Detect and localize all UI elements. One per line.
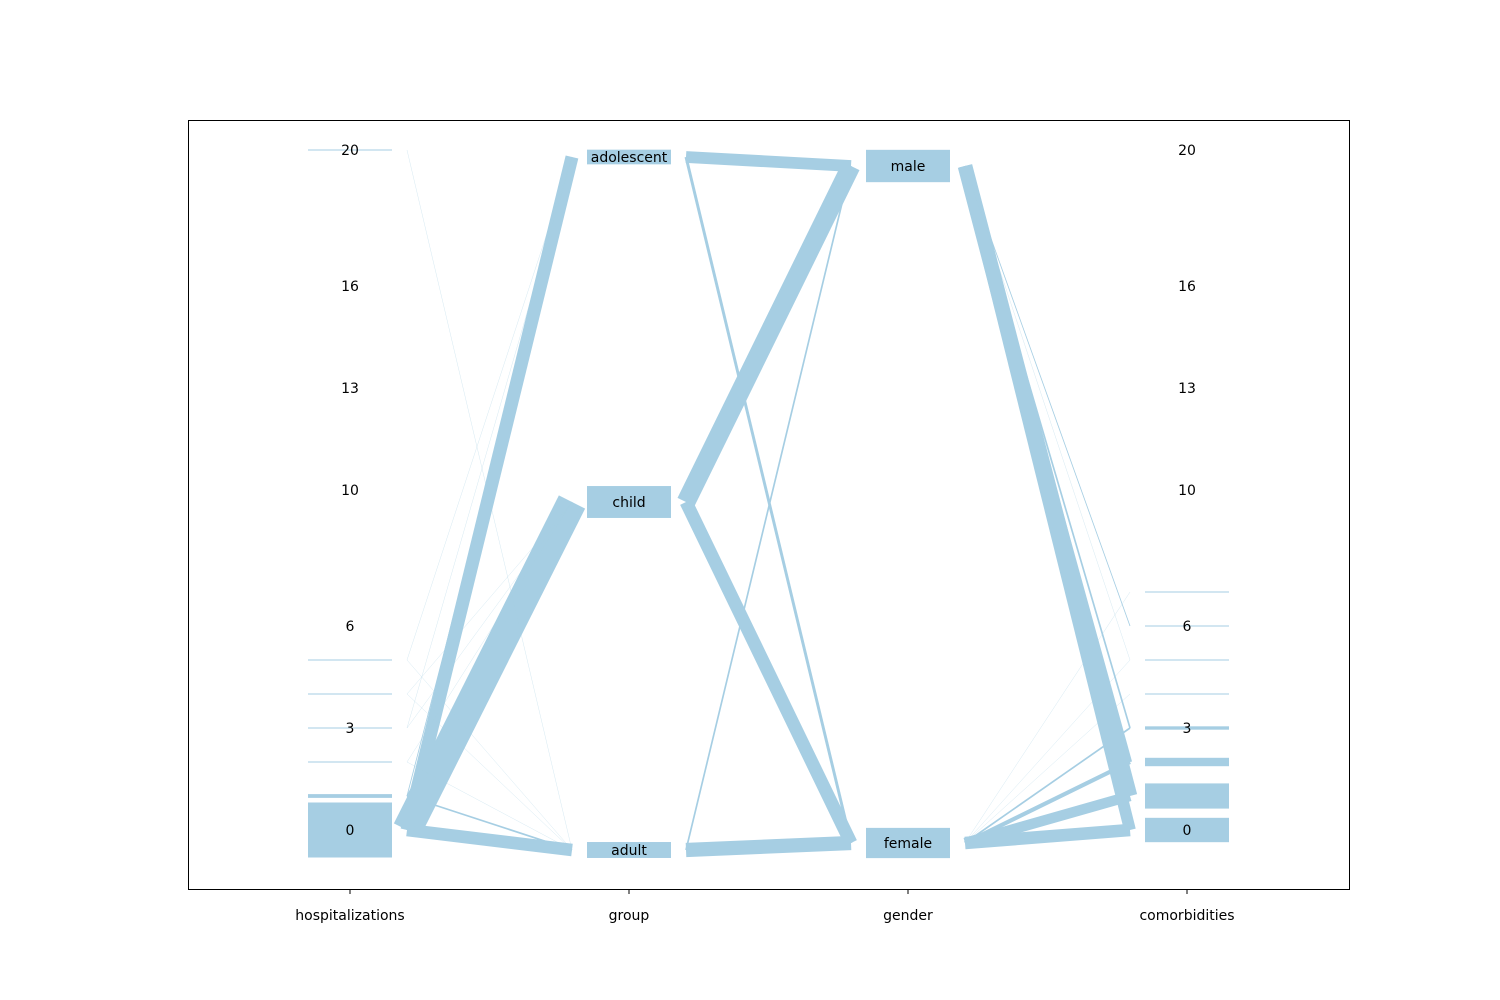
category-bar-comorbidities-7 <box>1145 591 1229 593</box>
category-bar-gender-male <box>866 149 950 183</box>
flow-hospitalizations-4-to-group-child <box>406 501 573 695</box>
category-bar-comorbidities-4 <box>1145 693 1229 695</box>
flow-hospitalizations-4-to-group-adult <box>406 693 573 851</box>
flow-gender-female-to-comorbidities-3 <box>964 727 1131 844</box>
flow-hospitalizations-3-to-group-child <box>406 501 573 729</box>
tick-label-hospitalizations-16: 16 <box>341 279 359 295</box>
category-label-group-child: child <box>612 495 645 511</box>
tick-label-hospitalizations-6: 6 <box>346 619 355 635</box>
flow-hospitalizations-1-to-group-adult <box>406 795 573 851</box>
flow-hospitalizations-5-to-group-adult <box>406 659 573 851</box>
flow-hospitalizations-2-to-group-child <box>406 501 573 763</box>
tick-label-hospitalizations-20: 20 <box>341 143 359 159</box>
flow-gender-female-to-comorbidities-2 <box>964 760 1131 845</box>
flow-hospitalizations-20-to-group-adult <box>406 149 573 851</box>
axis-label-comorbidities: comorbidities <box>1139 908 1234 924</box>
category-bar-comorbidities-3 <box>1145 726 1229 730</box>
flow-hospitalizations-2-to-group-adult <box>406 761 573 851</box>
tick-label-hospitalizations-0: 0 <box>346 823 355 839</box>
category-bar-group-adult <box>587 842 671 858</box>
category-bar-comorbidities-5 <box>1145 659 1229 661</box>
category-label-gender-male: male <box>891 159 926 175</box>
tick-label-comorbidities-6: 6 <box>1183 619 1192 635</box>
category-bar-group-adolescent <box>587 149 671 165</box>
category-label-gender-female: female <box>884 836 932 852</box>
flow-gender-male-to-comorbidities-3 <box>964 165 1131 729</box>
flow-gender-male-to-comorbidities-6 <box>964 165 1131 627</box>
category-bar-comorbidities-2 <box>1145 757 1229 767</box>
axis-label-gender: gender <box>883 908 933 924</box>
category-bar-gender-female <box>866 827 950 859</box>
category-bar-comorbidities-0 <box>1145 817 1229 843</box>
category-bar-hospitalizations-20 <box>308 149 392 151</box>
tick-label-comorbidities-20: 20 <box>1178 143 1196 159</box>
category-bar-comorbidities-1 <box>1145 783 1229 809</box>
category-bar-hospitalizations-3 <box>308 727 392 729</box>
category-bar-hospitalizations-0 <box>308 802 392 858</box>
category-bar-hospitalizations-4 <box>308 693 392 695</box>
flow-group-child-to-gender-male <box>677 161 860 507</box>
flow-gender-male-to-comorbidities-2 <box>962 165 1133 763</box>
tick-label-hospitalizations-13: 13 <box>341 381 359 397</box>
axis-label-hospitalizations: hospitalizations <box>295 908 404 924</box>
category-bar-hospitalizations-5 <box>308 659 392 661</box>
tick-label-hospitalizations-10: 10 <box>341 483 359 499</box>
category-bar-group-child <box>587 486 671 518</box>
category-bar-comorbidities-6 <box>1145 625 1229 627</box>
flow-group-adult-to-gender-male <box>685 165 852 851</box>
x-axis: hospitalizations group gender comorbidities <box>295 889 1235 924</box>
category-label-group-adolescent: adolescent <box>591 150 668 166</box>
tick-label-comorbidities-10: 10 <box>1178 483 1196 499</box>
flow-hospitalizations-5-to-group-adolescent <box>406 156 573 661</box>
category-bars-layer <box>308 149 1229 859</box>
flow-hospitalizations-0-to-group-adolescent <box>400 155 579 832</box>
tick-label-comorbidities-16: 16 <box>1178 279 1196 295</box>
flow-group-adult-to-gender-female <box>685 835 852 858</box>
flow-gender-female-to-comorbidities-1 <box>963 790 1132 849</box>
flow-hospitalizations-3-to-group-adolescent <box>406 156 573 729</box>
category-label-group-adult: adult <box>611 843 647 859</box>
tick-label-hospitalizations-3: 3 <box>346 721 355 737</box>
category-bar-hospitalizations-1 <box>308 794 392 798</box>
flows-layer <box>393 149 1138 858</box>
flow-gender-female-to-comorbidities-0 <box>964 823 1131 850</box>
category-bar-hospitalizations-2 <box>308 761 392 763</box>
flow-gender-male-to-comorbidities-5 <box>964 165 1131 661</box>
tick-label-comorbidities-3: 3 <box>1183 721 1192 737</box>
plot-frame <box>188 120 1350 890</box>
flow-hospitalizations-0-to-group-adult <box>406 823 573 857</box>
labels-layer: 0 3 6 10 13 16 20 adult child adolescent female mal… <box>341 143 1196 859</box>
tick-label-comorbidities-13: 13 <box>1178 381 1196 397</box>
flow-group-child-to-gender-female <box>680 499 857 846</box>
flow-group-adolescent-to-gender-male <box>685 151 852 172</box>
tick-label-comorbidities-0: 0 <box>1183 823 1192 839</box>
flow-hospitalizations-0-to-group-child <box>393 495 586 837</box>
flow-hospitalizations-1-to-group-adolescent <box>406 156 573 797</box>
axis-label-group: group <box>609 908 650 924</box>
flow-hospitalizations-1-to-group-child <box>406 501 573 797</box>
flow-group-adolescent-to-gender-female <box>684 156 853 844</box>
